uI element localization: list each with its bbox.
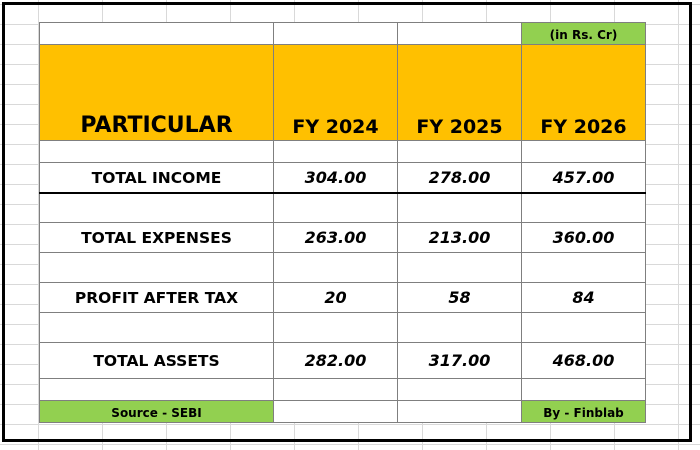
empty-cell[interactable] — [521, 140, 646, 163]
unit-note-cell[interactable]: (in Rs. Cr) — [521, 22, 646, 45]
value-total-income-fy2025: 278.00 — [428, 167, 491, 187]
value-cell[interactable]: 304.00 — [273, 162, 398, 194]
empty-cell[interactable] — [521, 378, 646, 401]
value-total-income-fy2026: 457.00 — [552, 167, 615, 187]
empty-cell[interactable] — [273, 252, 398, 283]
row-label-cell[interactable]: TOTAL EXPENSES — [39, 222, 274, 253]
empty-cell[interactable] — [39, 22, 274, 45]
spacer-row — [39, 252, 646, 283]
spacer-row — [39, 312, 646, 343]
value-total-income-fy2024: 304.00 — [304, 167, 367, 187]
table-row: PROFIT AFTER TAX 20 58 84 — [39, 282, 646, 313]
header-row: PARTICULAR FY 2024 FY 2025 FY 2026 — [39, 44, 646, 141]
spacer-row — [39, 192, 646, 223]
table-row: TOTAL EXPENSES 263.00 213.00 360.00 — [39, 222, 646, 253]
empty-cell[interactable] — [39, 312, 274, 343]
row-label-cell[interactable]: TOTAL INCOME — [39, 162, 274, 194]
value-cell[interactable]: 58 — [397, 282, 522, 313]
empty-cell[interactable] — [521, 312, 646, 343]
unit-note: (in Rs. Cr) — [549, 28, 618, 42]
value-total-assets-fy2025: 317.00 — [428, 351, 491, 370]
empty-cell[interactable] — [273, 140, 398, 163]
empty-cell[interactable] — [39, 140, 274, 163]
empty-cell[interactable] — [521, 252, 646, 283]
row-label-cell[interactable]: TOTAL ASSETS — [39, 342, 274, 379]
value-total-expenses-fy2025: 213.00 — [428, 228, 491, 247]
empty-cell[interactable] — [39, 252, 274, 283]
header-year-cell[interactable]: FY 2024 — [273, 44, 398, 141]
header-year-fy2024: FY 2024 — [292, 116, 379, 138]
value-cell[interactable]: 84 — [521, 282, 646, 313]
header-year-cell[interactable]: FY 2026 — [521, 44, 646, 141]
row-label-profit-after-tax: PROFIT AFTER TAX — [74, 289, 239, 307]
empty-cell[interactable] — [521, 192, 646, 223]
empty-cell[interactable] — [273, 22, 398, 45]
empty-cell[interactable] — [397, 22, 522, 45]
source-cell[interactable]: Source - SEBI — [39, 400, 274, 423]
value-cell[interactable]: 317.00 — [397, 342, 522, 379]
value-cell[interactable]: 468.00 — [521, 342, 646, 379]
value-cell[interactable]: 20 — [273, 282, 398, 313]
table-row: TOTAL ASSETS 282.00 317.00 468.00 — [39, 342, 646, 379]
financial-summary-table: (in Rs. Cr) PARTICULAR FY 2024 FY 2025 F… — [39, 22, 646, 423]
value-total-expenses-fy2024: 263.00 — [304, 228, 367, 247]
header-year-cell[interactable]: FY 2025 — [397, 44, 522, 141]
empty-cell[interactable] — [273, 400, 398, 423]
value-profit-after-tax-fy2024: 20 — [324, 288, 347, 307]
value-cell[interactable]: 263.00 — [273, 222, 398, 253]
empty-cell[interactable] — [397, 140, 522, 163]
source-note: Source - SEBI — [111, 406, 202, 420]
value-cell[interactable]: 213.00 — [397, 222, 522, 253]
row-label-total-assets: TOTAL ASSETS — [93, 352, 220, 370]
header-year-fy2026: FY 2026 — [540, 116, 627, 138]
spacer-row — [39, 140, 646, 163]
empty-cell[interactable] — [397, 312, 522, 343]
empty-cell[interactable] — [397, 378, 522, 401]
value-total-assets-fy2024: 282.00 — [304, 351, 367, 370]
empty-cell[interactable] — [39, 192, 274, 223]
unit-row: (in Rs. Cr) — [39, 22, 646, 45]
table-row: TOTAL INCOME 304.00 278.00 457.00 — [39, 162, 646, 194]
empty-cell[interactable] — [397, 192, 522, 223]
value-total-assets-fy2026: 468.00 — [552, 351, 615, 370]
row-label-total-income: TOTAL INCOME — [91, 168, 222, 187]
spacer-row — [39, 378, 646, 401]
value-cell[interactable]: 282.00 — [273, 342, 398, 379]
header-particular: PARTICULAR — [80, 113, 233, 138]
value-profit-after-tax-fy2026: 84 — [572, 288, 595, 307]
row-label-total-expenses: TOTAL EXPENSES — [81, 229, 232, 247]
header-particular-cell[interactable]: PARTICULAR — [39, 44, 274, 141]
empty-cell[interactable] — [273, 312, 398, 343]
credit-note: By - Finblab — [543, 406, 624, 420]
empty-cell[interactable] — [39, 378, 274, 401]
header-year-fy2025: FY 2025 — [416, 116, 503, 138]
value-cell[interactable]: 360.00 — [521, 222, 646, 253]
empty-cell[interactable] — [273, 378, 398, 401]
empty-cell[interactable] — [397, 400, 522, 423]
empty-cell[interactable] — [273, 192, 398, 223]
empty-cell[interactable] — [397, 252, 522, 283]
credit-cell[interactable]: By - Finblab — [521, 400, 646, 423]
value-total-expenses-fy2026: 360.00 — [552, 228, 615, 247]
value-cell[interactable]: 278.00 — [397, 162, 522, 194]
value-cell[interactable]: 457.00 — [521, 162, 646, 194]
footer-row: Source - SEBI By - Finblab — [39, 400, 646, 423]
value-profit-after-tax-fy2025: 58 — [448, 288, 471, 307]
row-label-cell[interactable]: PROFIT AFTER TAX — [39, 282, 274, 313]
